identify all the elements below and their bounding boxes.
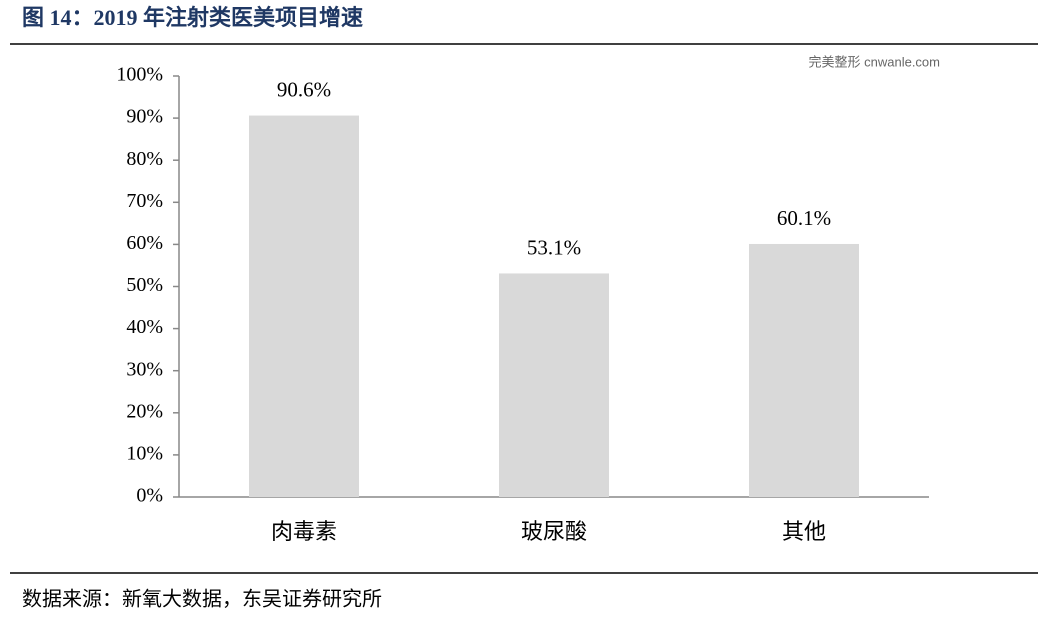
bar [499,273,609,497]
y-tick-label: 70% [126,190,163,212]
y-tick-label: 100% [116,64,163,86]
y-tick-label: 90% [126,106,163,128]
y-tick-label: 30% [126,358,163,380]
x-tick-label: 肉毒素 [271,520,337,545]
value-label: 60.1% [777,206,831,230]
source: 数据来源：新氧大数据，东吴证券研究所 [22,588,382,611]
value-label: 90.6% [277,77,331,101]
y-tick-label: 60% [126,232,163,254]
y-tick-label: 80% [126,148,163,170]
watermark: 完美整形 cnwanle.com [809,54,940,69]
y-tick-label: 20% [126,400,163,422]
x-tick-label: 其他 [782,520,826,545]
y-tick-label: 50% [126,274,163,296]
value-label: 53.1% [527,235,581,259]
y-tick-label: 40% [126,316,163,338]
chart-title: 图 14：2019 年注射类医美项目增速 [22,5,363,30]
x-tick-label: 玻尿酸 [521,520,587,545]
bar [249,115,359,497]
y-tick-label: 10% [126,442,163,464]
y-tick-label: 0% [136,485,163,507]
bar [749,243,859,497]
